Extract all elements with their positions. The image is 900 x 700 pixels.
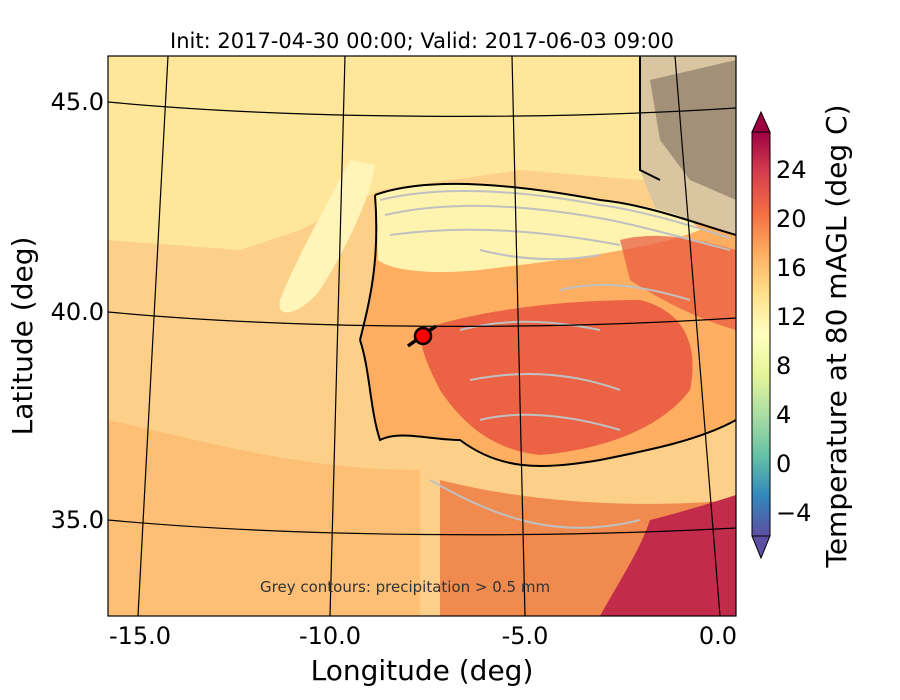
x-ticks: -15.0 -10.0 -5.0 0.0 <box>109 622 737 650</box>
colorbar-tick: 12 <box>776 303 807 331</box>
north-ocean-cool <box>108 56 736 250</box>
x-tick-label: -10.0 <box>299 622 361 650</box>
map-title: Init: 2017-04-30 00:00; Valid: 2017-06-0… <box>170 29 674 53</box>
x-tick-label: 0.0 <box>699 622 737 650</box>
y-axis-label: Latitude (deg) <box>6 237 39 436</box>
hot-interior <box>420 300 693 455</box>
colorbar: 24 20 16 12 8 4 0 −4 Temperature at 80 m… <box>751 104 853 569</box>
map-frame <box>107 55 737 617</box>
graticule <box>108 56 736 616</box>
y-tick-label: 35.0 <box>51 506 104 534</box>
cool-tongue <box>279 160 375 313</box>
africa-hot <box>600 495 736 616</box>
colorbar-tick: 4 <box>776 401 791 429</box>
map-area: Grey contours: precipitation > 0.5 mm <box>108 56 736 616</box>
colorbar-tick: 24 <box>776 156 807 184</box>
site-marker <box>413 326 433 346</box>
colorbar-tick: 20 <box>776 205 807 233</box>
alps-terrain <box>650 60 736 200</box>
y-tick-label: 45.0 <box>51 88 104 116</box>
y-tick-label: 40.0 <box>51 298 104 326</box>
y-ticks: 45.0 40.0 35.0 <box>51 88 104 534</box>
southwest-ocean-warm <box>108 420 420 616</box>
france-coast <box>639 56 661 181</box>
x-tick-label: -5.0 <box>502 622 549 650</box>
colorbar-tick: 0 <box>776 450 791 478</box>
colorbar-top-arrow <box>751 110 771 133</box>
colorbar-tick: 16 <box>776 254 807 282</box>
colorbar-bottom-arrow <box>751 535 771 560</box>
colorbar-tick: −4 <box>776 499 811 527</box>
precip-contours <box>379 189 731 529</box>
x-tick-label: -15.0 <box>109 622 171 650</box>
colorbar-body <box>751 131 771 537</box>
x-axis-label: Longitude (deg) <box>311 654 534 687</box>
precip-annotation: Grey contours: precipitation > 0.5 mm <box>260 578 550 596</box>
colorbar-tick: 8 <box>776 352 791 380</box>
colorbar-label: Temperature at 80 mAGL (deg C) <box>820 104 853 568</box>
hot-ebro <box>620 235 736 330</box>
coastline <box>359 182 736 467</box>
